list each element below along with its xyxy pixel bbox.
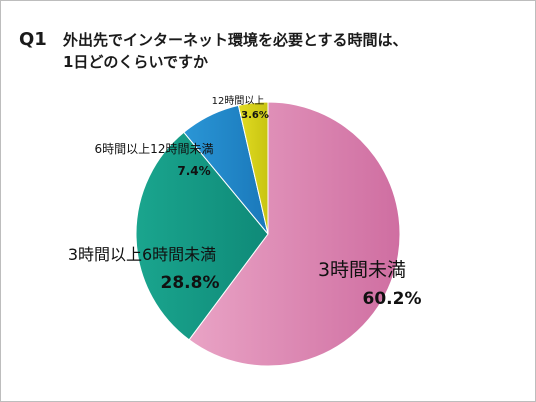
slice-label: 3時間以上6時間未満	[68, 245, 216, 264]
slice-3h-to-6h	[135, 131, 269, 341]
question-line-1: 外出先でインターネット環境を必要とする時間は、	[63, 31, 408, 49]
slice-under-3h	[188, 101, 401, 367]
slice-value-label: 60.2%	[363, 289, 422, 309]
slice-12h-plus	[237, 101, 269, 235]
slice-value-label: 7.4%	[177, 164, 210, 178]
slice-value-label: 3.6%	[241, 110, 269, 121]
question-line-2: 1日どのくらいですか	[63, 53, 208, 71]
question-text: 外出先でインターネット環境を必要とする時間は、 1日どのくらいですか	[63, 29, 408, 73]
slice-value-label: 28.8%	[161, 273, 220, 293]
slice-label: 6時間以上12時間未満	[95, 142, 214, 156]
question-title: Q1 外出先でインターネット環境を必要とする時間は、 1日どのくらいですか	[19, 29, 408, 73]
slice-label: 3時間未満	[318, 259, 406, 281]
slice-label: 12時間以上	[212, 95, 265, 107]
question-number: Q1	[19, 29, 47, 50]
